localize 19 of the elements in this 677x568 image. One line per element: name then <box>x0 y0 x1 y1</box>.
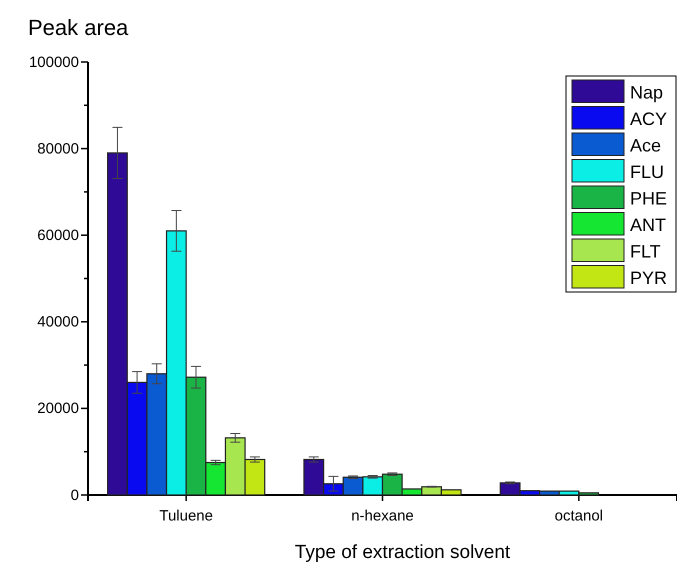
x-axis-title: Type of extraction solvent <box>294 542 511 563</box>
legend-label: Nap <box>630 82 664 102</box>
legend-label: Ace <box>630 135 662 156</box>
legend-label: FLT <box>630 241 661 262</box>
y-axis-title: Peak area <box>28 15 130 40</box>
y-tick-label: 40000 <box>37 314 79 331</box>
legend-label: ACY <box>630 108 668 129</box>
y-tick-label: 20000 <box>37 400 79 418</box>
legend-label: PHE <box>630 188 668 208</box>
legend-label: PYR <box>630 268 668 288</box>
legend-label: FLU <box>630 162 664 182</box>
x-tick-label: n-hexane <box>351 508 414 524</box>
y-tick-label: 80000 <box>37 140 79 158</box>
x-tick-label: Tuluene <box>159 508 213 524</box>
y-tick-label: 60000 <box>37 227 79 244</box>
y-tick-label: 0 <box>70 486 79 504</box>
legend-label: ANT <box>630 214 666 235</box>
y-tick-label: 100000 <box>28 54 79 71</box>
x-tick-label: octanol <box>554 508 604 524</box>
